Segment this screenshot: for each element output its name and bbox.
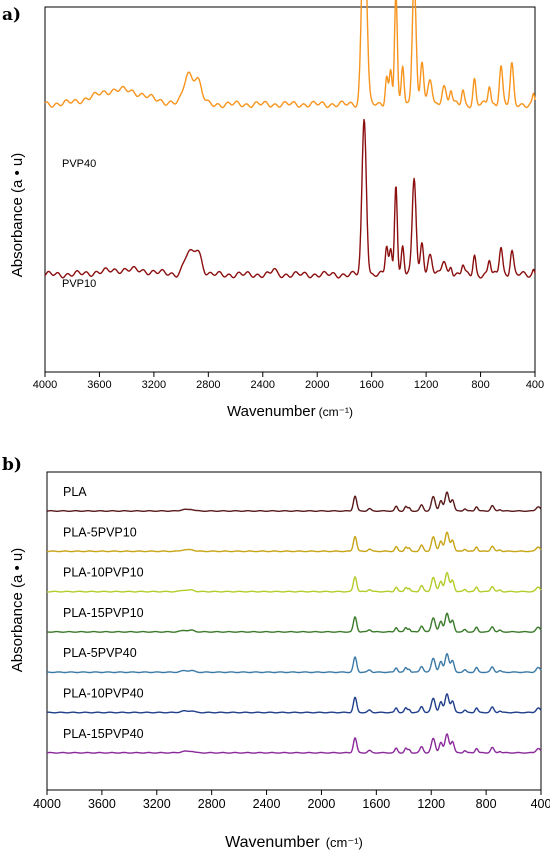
panel-a-x-tick-label-2800: 2800 — [196, 379, 220, 391]
panel-a-plot-frame — [44, 6, 536, 373]
series-label-pla-5pvp40: PLA-5PVP40 — [63, 646, 137, 660]
spectrum-pvp40 — [44, 0, 536, 109]
panel-b-x-axis-unit: (cm⁻¹) — [326, 835, 363, 850]
panel-a: a) 4000 3600 3200 2800 2400 2000 1600 1200 800 40… — [2, 0, 544, 420]
spectrum-pla-15pvp10 — [46, 612, 542, 633]
panel-b-x-tick-label-1600: 1600 — [362, 797, 390, 811]
series-label-pvp10: PVP10 — [62, 278, 96, 290]
panel-b-x-tick-label-3200: 3200 — [143, 797, 171, 811]
series-label-pla: PLA — [63, 485, 87, 499]
panel-b-x-tick-label-3600: 3600 — [88, 797, 116, 811]
spectrum-pla-10pvp40 — [46, 693, 542, 714]
panel-a-x-tick-label-2000: 2000 — [305, 379, 329, 391]
panel-b-x-tick-label-2000: 2000 — [308, 797, 336, 811]
series-label-pla-5pvp10: PLA-5PVP10 — [63, 525, 137, 539]
panel-b: b) 4000 3600 3200 2800 2400 2000 1600 1200 800 40… — [2, 455, 550, 851]
panel-a-x-axis-title: Wavenumber (cm⁻¹) — [227, 403, 353, 420]
series-label-pla-10pvp40: PLA-10PVP40 — [63, 687, 144, 701]
panel-a-x-axis-unit: (cm⁻¹) — [319, 405, 353, 419]
panel-a-x-tick-label-400: 400 — [526, 379, 544, 391]
panel-b-series — [46, 491, 542, 754]
panel-b-series-labels: PLA PLA-5PVP10 PLA-10PVP10 PLA-15PVP10 PLA-5… — [63, 485, 144, 741]
panel-a-y-axis-title: Absorbance (a • u) — [9, 153, 26, 277]
panel-b-x-axis: 4000 3600 3200 2800 2400 2000 1600 1200 800 400 — [33, 790, 550, 811]
panel-b-x-tick-label-2400: 2400 — [253, 797, 281, 811]
panel-b-label: b) — [2, 455, 22, 475]
panel-a-series — [44, 0, 536, 279]
panel-a-x-tick-label-1200: 1200 — [414, 379, 438, 391]
panel-b-x-tick-label-2800: 2800 — [198, 797, 226, 811]
panel-b-x-tick-label-800: 800 — [476, 797, 497, 811]
series-label-pla-15pvp10: PLA-15PVP10 — [63, 606, 144, 620]
panel-b-x-tick-label-400: 400 — [531, 797, 550, 811]
spectrum-pla-15pvp40 — [46, 733, 542, 754]
spectrum-pla — [46, 491, 542, 512]
panel-b-plot-frame — [46, 471, 542, 791]
panel-a-x-axis-title-text: Wavenumber — [227, 403, 316, 420]
panel-a-x-tick-label-3600: 3600 — [87, 379, 111, 391]
panel-a-x-tick-label-4000: 4000 — [33, 379, 57, 391]
panel-a-x-tick-label-3200: 3200 — [142, 379, 166, 391]
series-label-pvp40: PVP40 — [62, 158, 96, 170]
panel-b-y-axis-title: Absorbance (a • u) — [9, 548, 26, 672]
panel-b-x-axis-title: Wavenumber (cm⁻¹) — [225, 834, 363, 851]
spectrum-pla-5pvp10 — [46, 531, 542, 553]
series-label-pla-10pvp10: PLA-10PVP10 — [63, 566, 144, 580]
panel-b-x-tick-label-4000: 4000 — [33, 797, 61, 811]
spectrum-pla-5pvp40 — [46, 653, 542, 674]
panel-a-label: a) — [2, 5, 21, 25]
panel-b-x-axis-title-text: Wavenumber — [225, 834, 320, 851]
series-label-pla-15pvp40: PLA-15PVP40 — [63, 727, 144, 741]
panel-b-x-tick-label-1200: 1200 — [417, 797, 445, 811]
panel-a-x-tick-label-800: 800 — [471, 379, 489, 391]
panel-a-x-tick-label-2400: 2400 — [251, 379, 275, 391]
spectrum-pvp10 — [44, 118, 536, 279]
panel-a-x-axis: 4000 3600 3200 2800 2400 2000 1600 1200 800 400 — [33, 372, 544, 391]
panel-a-x-tick-label-1600: 1600 — [359, 379, 383, 391]
spectrum-pla-10pvp10 — [46, 571, 542, 593]
